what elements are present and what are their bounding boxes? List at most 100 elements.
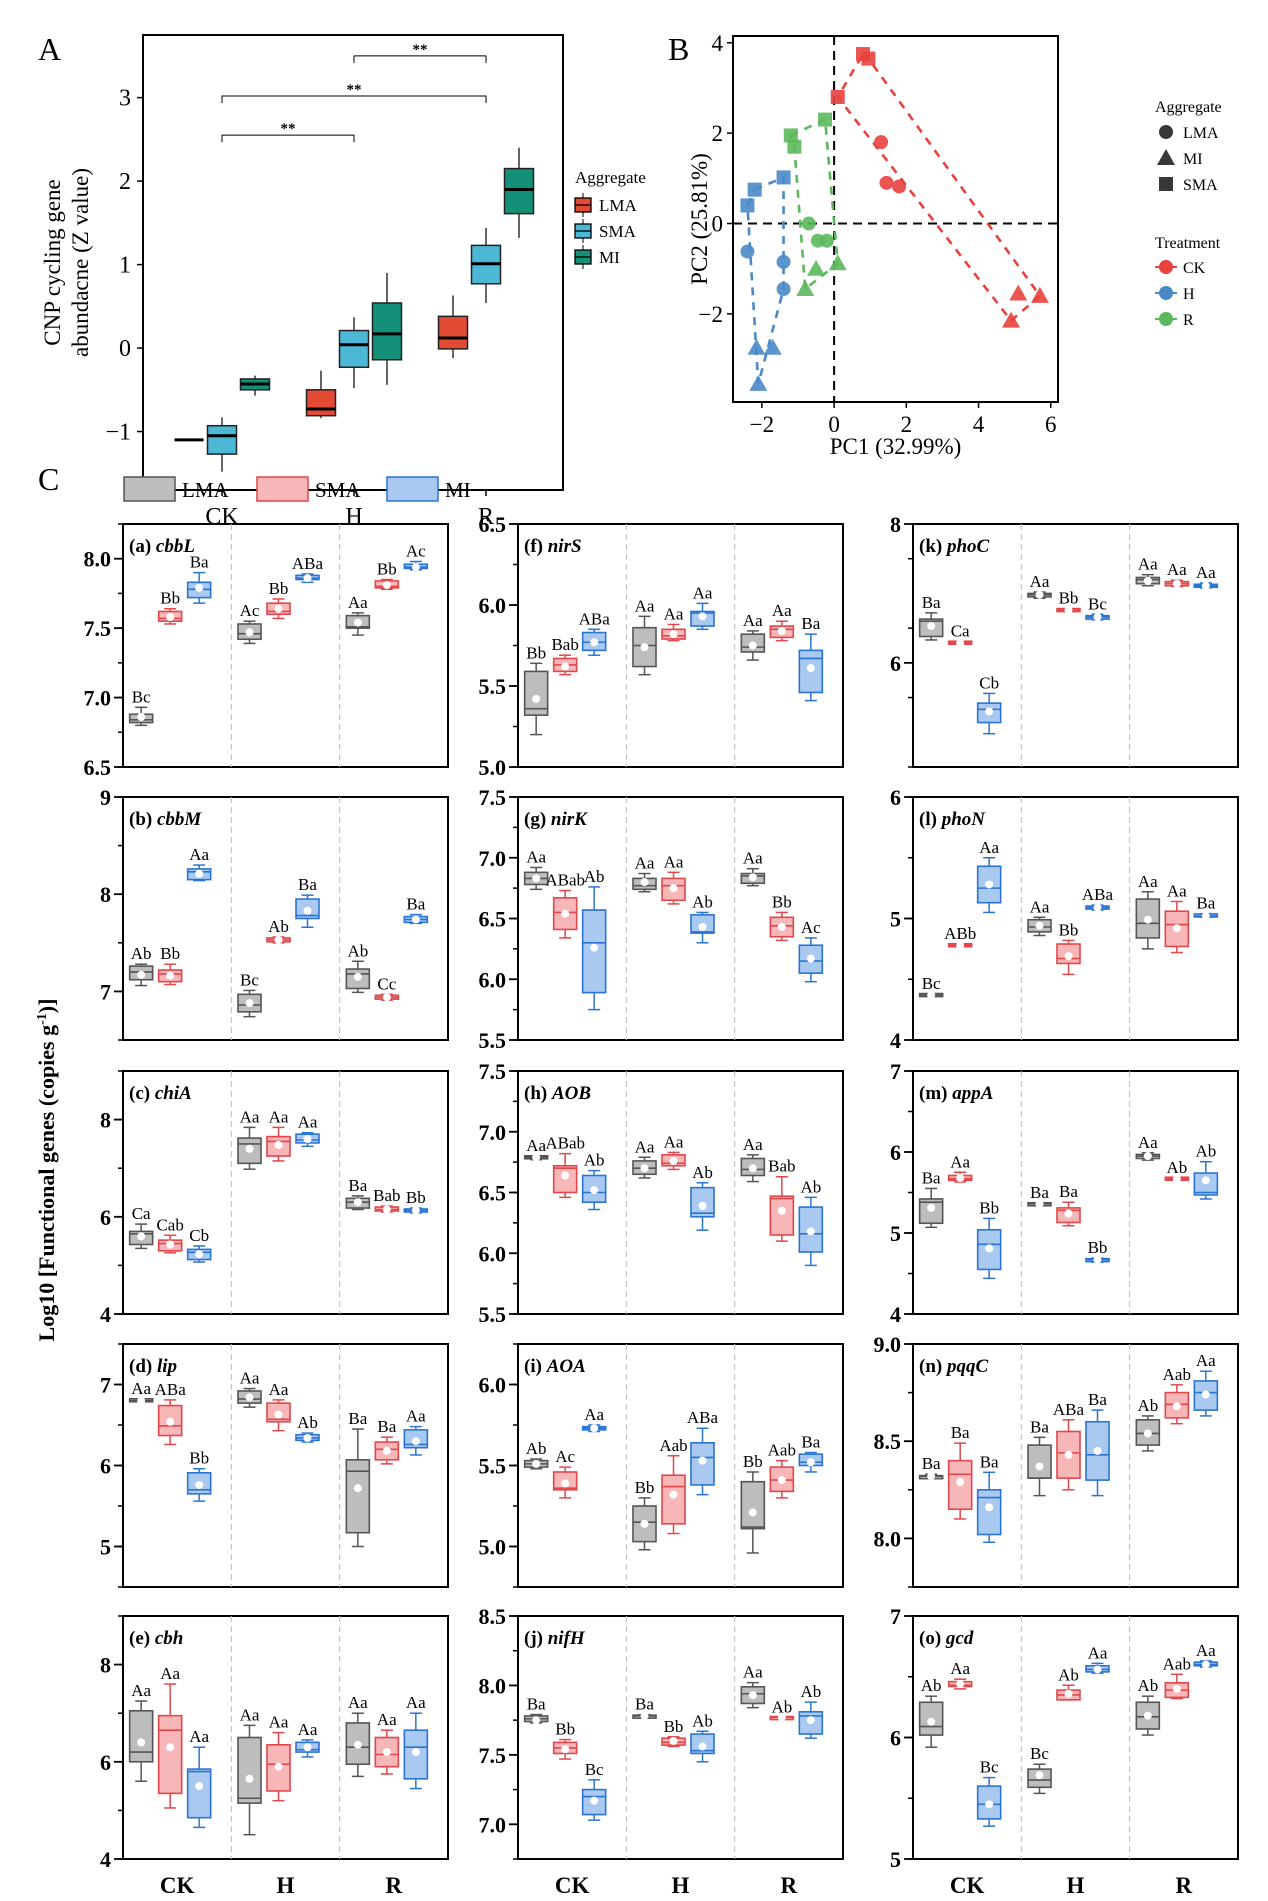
significance-letter: Bc [585, 1760, 604, 1779]
significance-letter: Ba [527, 1695, 546, 1714]
mean-marker [1172, 1684, 1181, 1693]
x-tick-label: CK [555, 1873, 590, 1898]
y-tick-label: 2 [119, 169, 131, 195]
mean-marker [640, 643, 649, 652]
significance-letter: Ab [584, 1151, 605, 1170]
significance-letter: Ab [771, 1697, 792, 1716]
y-tick-label: 5 [890, 1221, 901, 1246]
significance-letter: Aa [1138, 555, 1158, 574]
gene-name: cbh [155, 1628, 184, 1649]
significance-letter: Ba [1059, 1182, 1078, 1201]
box-lma-r: Ab [345, 941, 371, 994]
box-body [206, 424, 238, 455]
box-mi-r: Ab [798, 1177, 824, 1267]
y-tick-label: 4 [890, 1028, 901, 1053]
box-body [128, 1709, 154, 1763]
box-lma-h: Bc [237, 970, 262, 1018]
y-tick-label: 5.0 [479, 755, 507, 780]
y-tick-label: 5 [100, 1535, 111, 1560]
box-sma-r: Bb [374, 560, 400, 591]
mean-marker [806, 664, 815, 673]
panel-tag: (l) [919, 809, 942, 830]
box-body [1027, 1444, 1052, 1479]
x-tick-label: R [478, 504, 494, 530]
x-tick-label: H [277, 1873, 295, 1898]
box-lma-r: Aa [740, 849, 766, 887]
common-ylabel-text: Log10 [Functional genes (copies g [34, 1025, 59, 1342]
mean-marker [245, 1144, 254, 1153]
significance-bracket [221, 95, 487, 103]
legend-label-sma: SMA [315, 478, 361, 502]
significance-letter: Ba [1030, 1417, 1049, 1436]
data-point-square [747, 182, 762, 197]
legend-aggregate-label-lma: LMA [1183, 125, 1219, 142]
plot-frame [122, 1070, 449, 1315]
panel-tag: (o) [919, 1628, 946, 1649]
significance-letter: Aa [131, 1681, 151, 1700]
data-point-triangle [747, 338, 766, 355]
significance-letter: Bb [189, 1449, 209, 1468]
y-tick-label: 4 [712, 31, 724, 56]
box-sma-h: Ab [1056, 1665, 1081, 1701]
gene-panel-chia: 4 6 8 (c) chiA Ca Cab Cb Aa Aa Aa Ba Bab Bb [100, 1070, 449, 1327]
box-lma-r: Aa [740, 1135, 766, 1183]
box-body [661, 1474, 686, 1525]
mean-marker [245, 628, 254, 637]
box-mi-ck: Cb [976, 673, 1002, 735]
significance-letter: Ac [555, 1447, 575, 1466]
mean-marker [806, 1716, 815, 1725]
significance-letter: Ba [801, 1433, 820, 1452]
mean-marker [1093, 903, 1102, 912]
y-tick-label: 8 [100, 1108, 111, 1133]
y-tick-label: 6 [100, 1454, 111, 1479]
y-tick-label: 6 [100, 1750, 111, 1775]
box-sma-ck: Ba [947, 1423, 973, 1520]
mean-marker [561, 662, 570, 671]
significance-letter: Bb [160, 944, 180, 963]
mean-marker [274, 1762, 283, 1771]
box-sma-ck: ABa [155, 1380, 186, 1446]
panel-tag: (g) [524, 809, 551, 830]
box-lma-r: Ba [345, 1176, 371, 1211]
legend-shape-mi [1157, 149, 1175, 165]
plot-frame [912, 1343, 1239, 1588]
box-lma-h: Ba [1027, 1183, 1052, 1208]
data-point-circle [776, 254, 791, 269]
significance-letter: Bc [1030, 1744, 1049, 1763]
legend-treatment-marker-ck [1159, 260, 1173, 274]
y-tick-label: 8 [100, 1653, 111, 1678]
box-mi-h: Aa [295, 1113, 320, 1148]
panel-c-legend: LMA SMA MI [123, 476, 471, 502]
box-body [305, 389, 337, 417]
significance-letter: ABa [1082, 885, 1114, 904]
data-point-circle [740, 244, 755, 259]
legend-treatment-marker-h [1159, 286, 1173, 300]
x-tick-label: 0 [828, 412, 840, 437]
y-tick-label: 7.5 [84, 616, 112, 641]
significance-letter: Ba [1196, 894, 1215, 913]
data-point-square [740, 198, 755, 213]
significance-letter: Aa [743, 849, 763, 868]
y-tick-label: 5.5 [479, 1454, 507, 1479]
box-sma-ck: Bb [157, 589, 183, 625]
significance-letter: Bb [406, 1188, 426, 1207]
significance-label: ** [281, 121, 296, 137]
box-mi-h: Bc [1085, 594, 1110, 622]
gene-panel-nifh: 7.0 7.5 8.0 8.5 (j) nifH Ba Bb Bc Ba Bb Ab Aa Ab Ab CK… [479, 1604, 844, 1898]
panel-c-common-ylabel: Log10 [Functional genes (copies g-1)] [34, 999, 59, 1342]
legend-label-lma: LMA [599, 196, 638, 215]
data-point-triangle [763, 338, 782, 355]
gene-name: lip [157, 1356, 177, 1377]
legend-shape-sma [1159, 177, 1173, 191]
significance-letter: Aab [768, 1441, 796, 1460]
significance-letter: Ba [377, 1417, 396, 1436]
box-body [345, 1459, 371, 1534]
significance-letter: Bc [240, 970, 259, 989]
mean-marker [382, 581, 391, 590]
legend-aggregate-title: Aggregate [1155, 99, 1222, 116]
box-lma-ck: Ba [918, 593, 944, 641]
box-sma-h: Bb [661, 1717, 686, 1748]
legend-treatment-title: Treatment [1155, 235, 1221, 252]
